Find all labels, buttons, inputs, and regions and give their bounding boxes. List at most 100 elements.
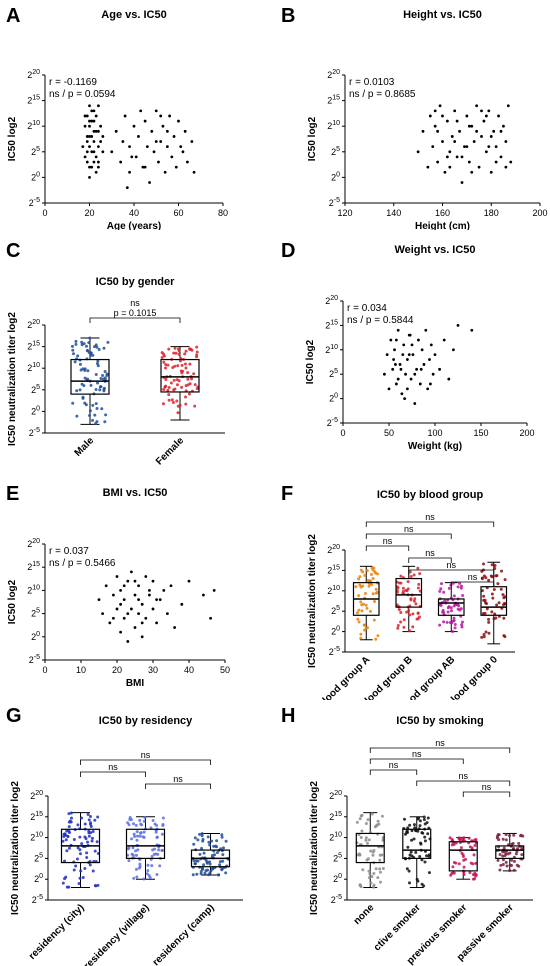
jitter-point bbox=[93, 818, 97, 822]
jitter-point bbox=[369, 609, 373, 613]
data-point bbox=[143, 165, 147, 169]
y-tick-label: 20 bbox=[331, 171, 340, 182]
chart-f-svg: F IC50 by blood group 2-5 20 25 210 215 220 IC50… bbox=[281, 483, 515, 700]
jitter-point bbox=[451, 629, 455, 633]
jitter-point bbox=[397, 608, 401, 612]
jitter-point bbox=[501, 837, 505, 841]
jitter-point bbox=[408, 629, 412, 633]
jitter-point bbox=[503, 601, 507, 605]
y-axis-label: IC50 neutralization titer log2 bbox=[10, 781, 21, 915]
y-tick-label: 25 bbox=[329, 368, 338, 379]
jitter-point bbox=[500, 569, 504, 573]
data-point bbox=[465, 145, 469, 149]
data-point bbox=[470, 170, 474, 174]
jitter-point bbox=[105, 372, 109, 376]
jitter-point bbox=[438, 589, 442, 593]
jitter-point bbox=[186, 383, 190, 387]
data-point bbox=[114, 129, 118, 133]
jitter-point bbox=[130, 837, 134, 841]
jitter-point bbox=[462, 865, 466, 869]
jitter-point bbox=[81, 367, 85, 371]
jitter-point bbox=[167, 386, 171, 390]
x-tick-label: 60 bbox=[173, 208, 183, 218]
chart-h-svg: H IC50 by smoking 2-5 20 25 210 215 220 IC50 neu… bbox=[281, 705, 533, 966]
jitter-point bbox=[127, 846, 131, 850]
jitter-point bbox=[126, 821, 130, 825]
jitter-point bbox=[169, 381, 173, 385]
jitter-point bbox=[483, 598, 487, 602]
data-point bbox=[504, 140, 508, 143]
jitter-point bbox=[139, 831, 143, 835]
data-point bbox=[406, 387, 409, 391]
jitter-point bbox=[357, 577, 361, 581]
panel-letter: A bbox=[6, 5, 20, 27]
data-point bbox=[499, 129, 503, 133]
jitter-point bbox=[171, 401, 175, 405]
y-tick-label: 210 bbox=[27, 362, 40, 373]
data-point bbox=[413, 372, 417, 376]
data-point bbox=[420, 348, 424, 352]
significance-label: ns bbox=[383, 536, 393, 546]
jitter-point bbox=[373, 825, 377, 829]
jitter-point bbox=[365, 606, 369, 610]
panel-a: A Age vs. IC50 2-5 20 25 210 215 220 IC50 log2 0 2… bbox=[0, 0, 275, 230]
y-tick-label: 210 bbox=[327, 585, 340, 596]
jitter-point bbox=[445, 620, 449, 624]
y-tick-label: 215 bbox=[30, 811, 43, 822]
data-point bbox=[119, 602, 122, 606]
jitter-point bbox=[100, 407, 104, 411]
x-tick-label: 50 bbox=[384, 428, 394, 438]
y-tick-label: 25 bbox=[331, 146, 340, 157]
y-axis-label: IC50 log2 bbox=[305, 339, 316, 384]
y-axis-label: IC50 neutralization titer log2 bbox=[7, 312, 18, 446]
y-tick-label: 215 bbox=[27, 341, 40, 352]
jitter-point bbox=[155, 835, 159, 839]
x-tick-label: 40 bbox=[129, 208, 139, 218]
chart-title: Weight vs. IC50 bbox=[394, 244, 475, 256]
jitter-point bbox=[452, 619, 456, 623]
jitter-point bbox=[359, 600, 363, 604]
y-tick-label: 25 bbox=[331, 605, 340, 616]
jitter-point bbox=[78, 852, 82, 856]
jitter-point bbox=[414, 850, 418, 854]
jitter-point bbox=[416, 817, 420, 821]
jitter-point bbox=[96, 364, 100, 368]
panel-letter: F bbox=[281, 483, 293, 505]
data-point bbox=[431, 145, 435, 149]
jitter-point bbox=[138, 834, 142, 838]
jitter-point bbox=[183, 352, 187, 356]
box-iqr bbox=[355, 832, 385, 864]
jitter-point bbox=[61, 839, 65, 843]
data-point bbox=[489, 170, 493, 174]
jitter-point bbox=[65, 849, 69, 853]
jitter-point bbox=[380, 853, 384, 857]
data-point bbox=[509, 160, 513, 164]
jitter-point bbox=[472, 853, 476, 857]
data-point bbox=[410, 343, 414, 347]
jitter-point bbox=[93, 413, 97, 417]
jitter-point bbox=[87, 834, 91, 838]
x-category-label: none bbox=[352, 902, 377, 927]
data-point bbox=[137, 584, 141, 588]
data-point bbox=[139, 109, 143, 113]
x-category-label: residency (village) bbox=[82, 902, 151, 966]
jitter-point bbox=[184, 349, 188, 353]
data-point bbox=[99, 140, 103, 143]
data-point bbox=[101, 612, 104, 615]
jitter-point bbox=[99, 385, 103, 389]
jitter-point bbox=[160, 356, 164, 360]
chart-title: Height vs. IC50 bbox=[403, 9, 482, 21]
data-point bbox=[85, 140, 89, 143]
jitter-point bbox=[91, 869, 95, 873]
jitter-point bbox=[512, 868, 516, 872]
jitter-point bbox=[221, 853, 225, 857]
chart-title: IC50 by residency bbox=[99, 715, 193, 727]
jitter-point bbox=[80, 816, 84, 820]
data-point bbox=[143, 119, 147, 123]
y-tick-label: 215 bbox=[327, 564, 340, 575]
data-point bbox=[94, 170, 98, 174]
data-point bbox=[85, 160, 89, 164]
jitter-point bbox=[135, 830, 139, 834]
chart-title: Age vs. IC50 bbox=[101, 9, 166, 21]
y-tick-label: 210 bbox=[30, 832, 43, 843]
